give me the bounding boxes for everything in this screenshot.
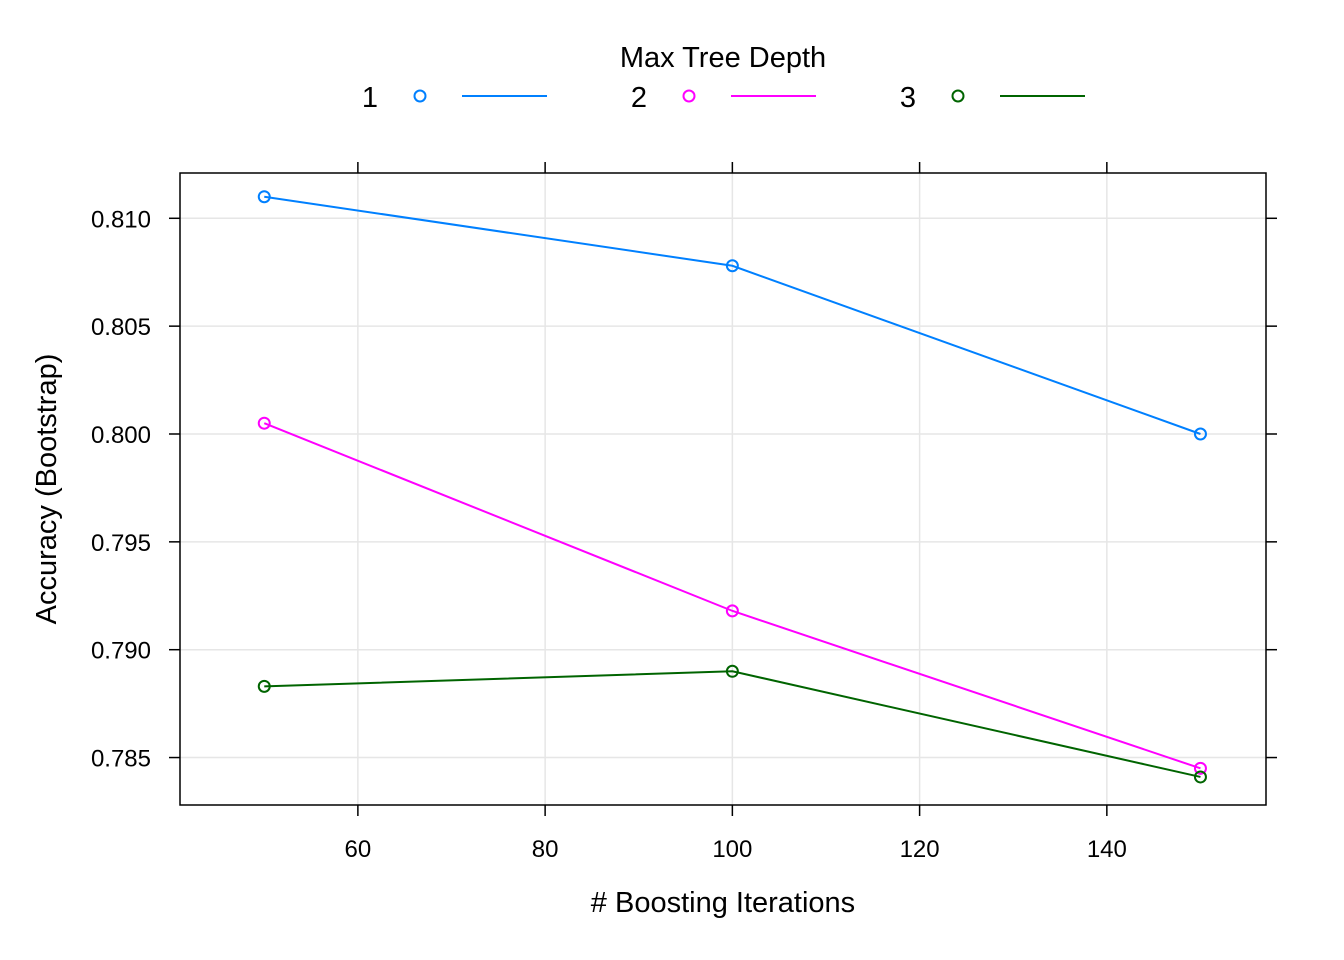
data-point-depth-3 [1193, 770, 1207, 784]
x-tick-label: 120 [900, 836, 940, 863]
data-point-depth-1 [725, 259, 739, 273]
legend: 1 2 3 [362, 82, 1085, 114]
legend-label-depth-2: 2 [631, 82, 647, 114]
legend-marker-depth-3 [951, 89, 965, 103]
x-tick-label: 100 [712, 836, 752, 863]
series-line-depth-3 [264, 670, 1201, 778]
legend-label-depth-1: 1 [362, 82, 378, 114]
data-point-depth-2 [257, 416, 271, 430]
data-point-depth-2 [725, 604, 739, 618]
y-tick-label: 0.790 [91, 638, 151, 665]
axis-ticks: 60 80 100 120 140 0.785 0.790 0.795 0.800 0.805 0.… [91, 162, 1277, 863]
x-tick-label: 80 [532, 836, 559, 863]
series-line-depth-1 [264, 195, 1201, 435]
data-point-depth-3 [725, 664, 739, 678]
data-point-depth-3 [257, 679, 271, 693]
y-axis-label: Accuracy (Bootstrap) [31, 354, 63, 625]
y-tick-label: 0.785 [91, 746, 151, 773]
data-point-depth-2 [1193, 761, 1207, 775]
y-tick-label: 0.800 [91, 422, 151, 449]
x-tick-label: 60 [345, 836, 372, 863]
data-point-depth-1 [257, 190, 271, 204]
x-axis-label: # Boosting Iterations [591, 887, 855, 919]
y-tick-label: 0.810 [91, 206, 151, 233]
x-tick-label: 140 [1087, 836, 1127, 863]
data-point-depth-1 [1193, 427, 1207, 441]
y-tick-label: 0.795 [91, 530, 151, 557]
legend-marker-depth-1 [413, 89, 427, 103]
plot-frame [179, 172, 1267, 806]
grid [180, 173, 1266, 805]
legend-marker-depth-2 [682, 89, 696, 103]
legend-title: Max Tree Depth [620, 42, 826, 74]
series-line-depth-2 [263, 422, 1201, 770]
series-layer [257, 190, 1207, 784]
legend-label-depth-3: 3 [900, 82, 916, 114]
y-tick-label: 0.805 [91, 314, 151, 341]
